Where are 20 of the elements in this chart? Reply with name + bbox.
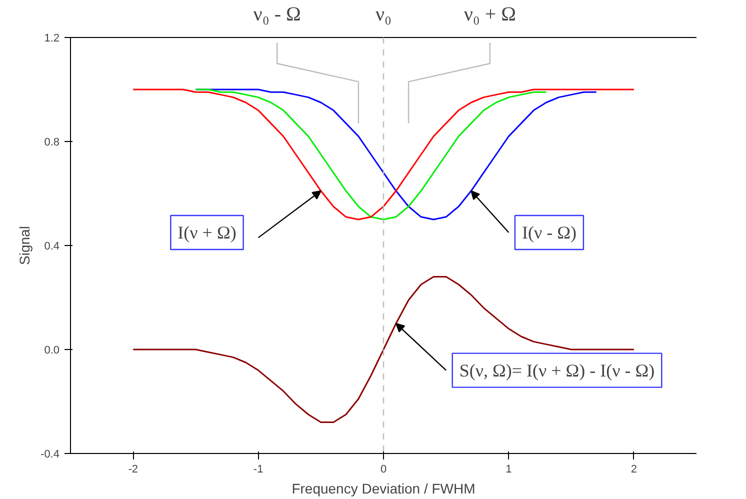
x-tick-label: -1: [253, 464, 264, 476]
ref-line-label: ν₀: [375, 4, 392, 26]
annotation: I(ν + Ω): [178, 222, 236, 242]
ref-line-label: ν₀ + Ω: [464, 4, 516, 26]
ref-line-label: ν₀ - Ω: [253, 4, 301, 26]
annotation: I(ν - Ω): [522, 222, 576, 242]
x-tick-label: 2: [630, 464, 637, 476]
y-tick-label: 0.4: [44, 240, 60, 252]
y-axis-title: Signal: [16, 226, 33, 265]
line-series: [132, 88, 635, 220]
x-axis-title: Frequency Deviation / FWHM: [292, 480, 476, 496]
y-tick-label: 1.2: [44, 32, 60, 44]
x-tick-label: 0: [380, 464, 387, 476]
y-tick-label: 0.8: [44, 136, 60, 148]
annotation: S(ν, Ω)= I(ν + Ω) - I(ν - Ω): [459, 360, 655, 380]
x-tick-label: 1: [506, 464, 512, 476]
x-tick-label: -2: [128, 464, 138, 476]
y-tick-label: -0.4: [40, 448, 60, 460]
line-series: [132, 276, 635, 424]
y-tick-label: 0.0: [44, 344, 60, 356]
